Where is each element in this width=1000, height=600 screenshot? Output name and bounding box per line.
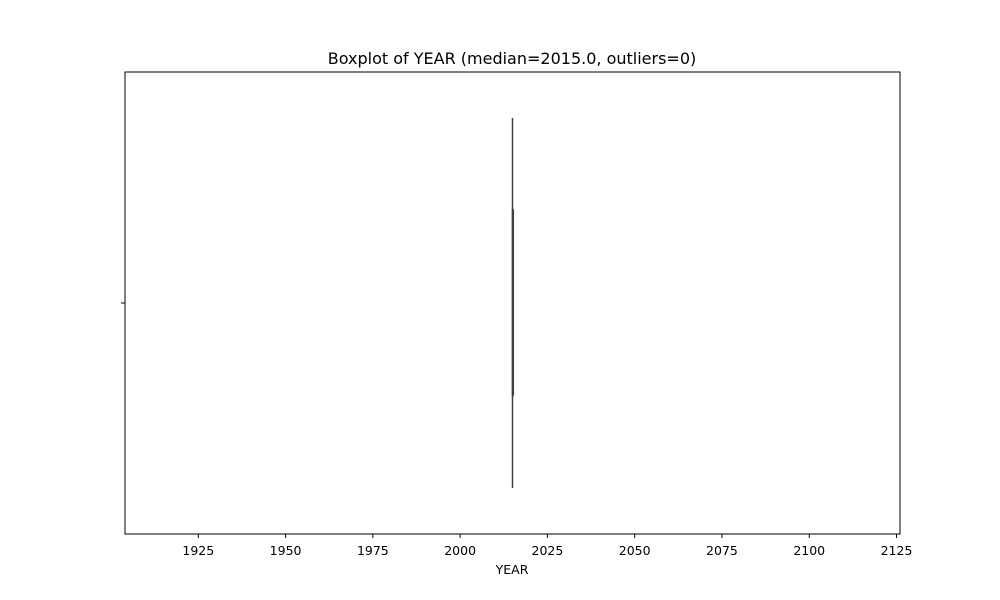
x-tick-label: 1925 [182, 543, 214, 558]
x-tick-label: 2025 [532, 543, 564, 558]
x-tick-label: 1950 [270, 543, 302, 558]
box-group [511, 118, 515, 488]
x-axis-label: YEAR [495, 562, 529, 577]
chart-title: Boxplot of YEAR (median=2015.0, outliers… [328, 49, 697, 68]
x-tick-label: 1975 [357, 543, 389, 558]
x-tick-label: 2050 [619, 543, 651, 558]
x-tick-label: 2075 [706, 543, 738, 558]
x-tick-label: 2000 [444, 543, 476, 558]
x-tick-label: 2100 [793, 543, 825, 558]
x-axis-ticks: 1925 1950 1975 2000 2025 2050 2075 2100 2125 [182, 534, 912, 558]
x-tick-label: 2125 [881, 543, 913, 558]
